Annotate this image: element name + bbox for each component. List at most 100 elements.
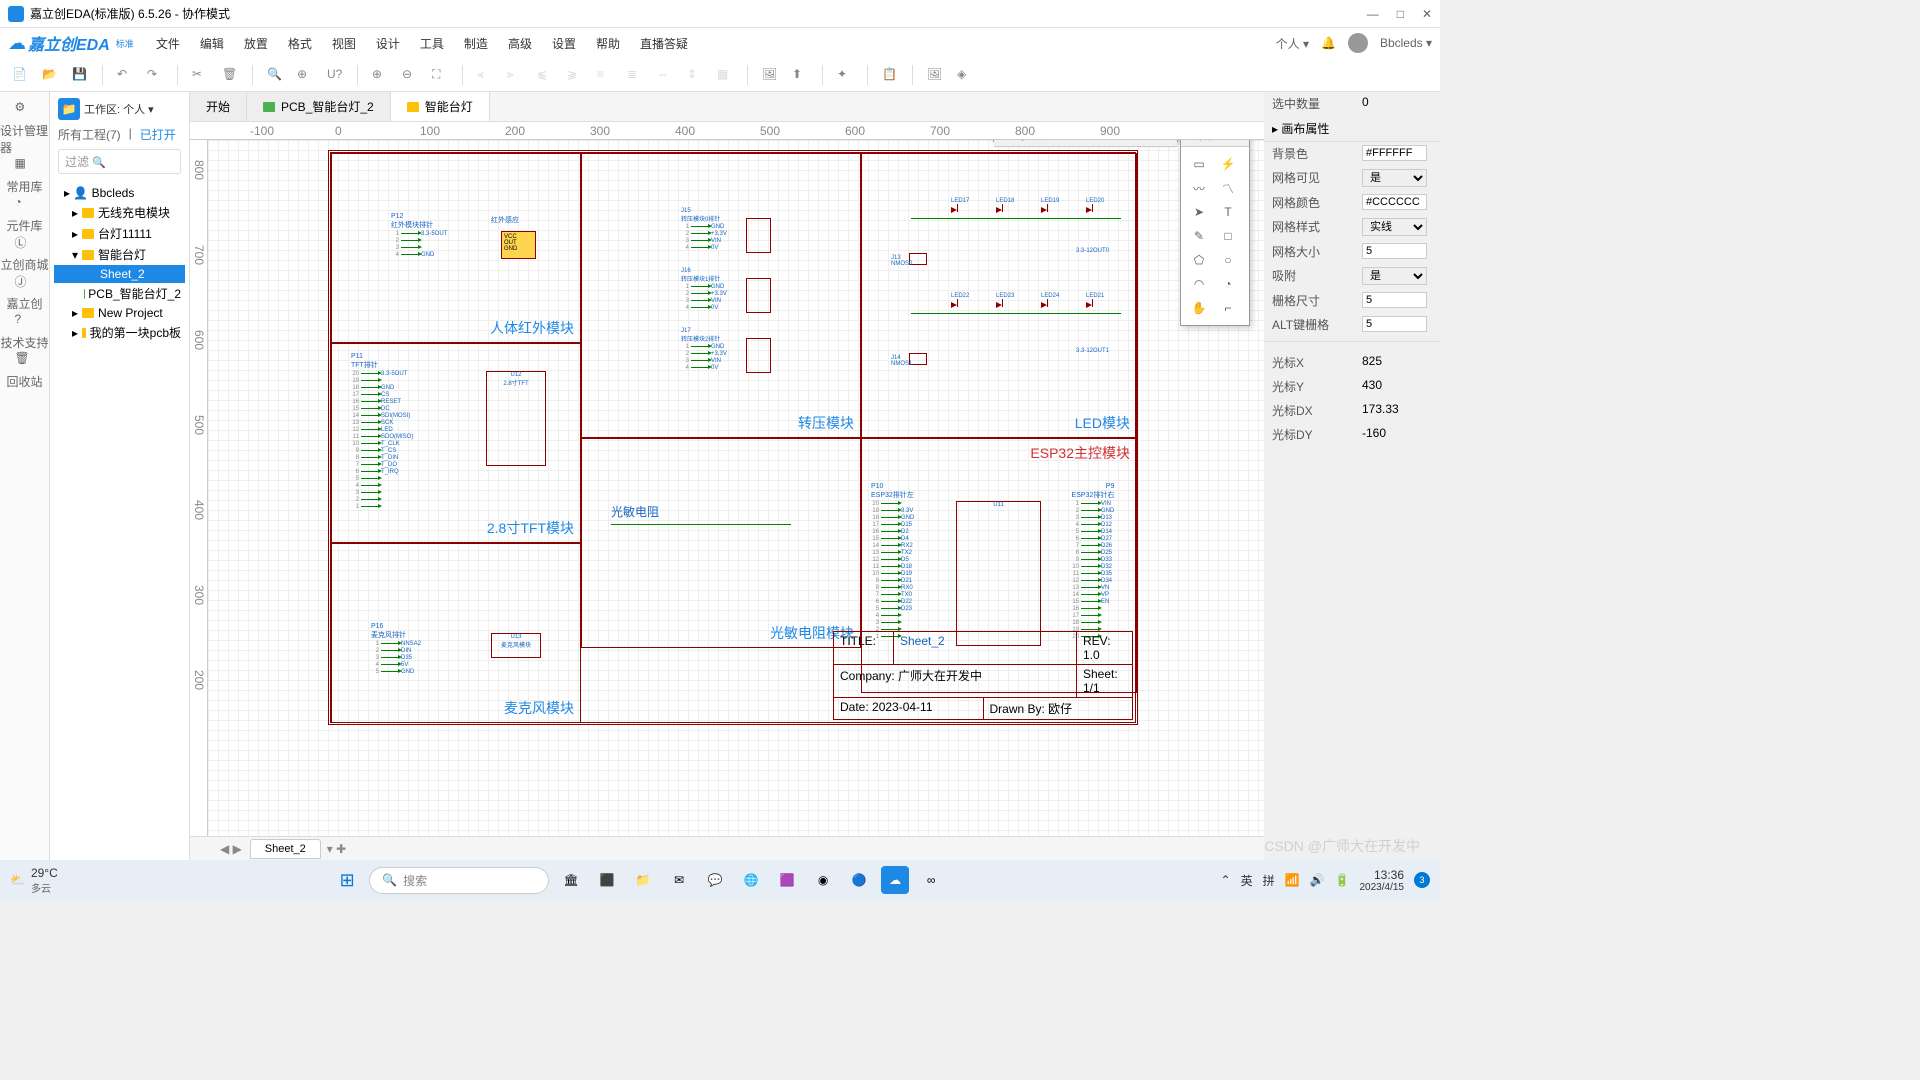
polygon-tool-icon[interactable]: ⬠ [1189,251,1209,269]
side-设计管理器[interactable]: ⚙设计管理器 [0,100,49,156]
ruler-tool-icon[interactable]: ⌐ [1218,299,1238,317]
voltage-chip-2[interactable] [746,338,771,373]
curve-tool-icon[interactable]: 〰 [1189,179,1209,197]
task-wechat[interactable]: 💬 [701,866,729,894]
fit-icon[interactable]: ⛶ [432,67,448,83]
voltage-chip-0[interactable] [746,218,771,253]
photoresistor[interactable]: 光敏电阻 [611,503,791,525]
side-技术支持[interactable]: ?技术支持 [0,312,49,351]
esp32-right-header[interactable]: P9ESP32排针右 1VIN2GND3D134D125D146D277D268… [1071,483,1114,640]
redo-icon[interactable]: ↷ [147,67,163,83]
measure-icon[interactable]: U? [327,67,343,83]
align-center-icon[interactable]: ⫸ [507,67,523,83]
zigzag-tool-icon[interactable]: 〽 [1218,179,1238,197]
circle-tool-icon[interactable]: ○ [1218,251,1238,269]
zoom-in-icon[interactable]: ⊕ [372,67,388,83]
task-dell[interactable]: ◉ [809,866,837,894]
mic-header[interactable]: P16麦克风排针 1NNSA22DIN3D3545V5GND [371,623,421,675]
menu-编辑[interactable]: 编辑 [190,31,234,56]
side-回收站[interactable]: 🗑回收站 [0,351,49,390]
side-元件库[interactable]: ◔元件库 [0,195,49,234]
weather-widget[interactable]: ⛅ 29°C多云 [10,866,58,895]
zoom-out-icon[interactable]: ⊖ [402,67,418,83]
align-left-icon[interactable]: ⫷ [477,67,493,83]
layers-icon[interactable]: ◈ [957,67,973,83]
led-LED17[interactable]: LED17 [951,198,969,204]
led-LED21[interactable]: LED21 [1086,293,1104,299]
menu-文件[interactable]: 文件 [146,31,190,56]
tray-notif-icon[interactable]: 3 [1414,872,1430,888]
tree-智能台灯[interactable]: ▾ 智能台灯 [54,244,185,265]
tree-PCB_智能台灯_2[interactable]: PCB_智能台灯_2 [54,283,185,304]
tree-New Project[interactable]: ▸ New Project [54,304,185,322]
side-嘉立创[interactable]: Ⓙ嘉立创 [0,273,49,312]
led-LED18[interactable]: LED18 [996,198,1014,204]
menu-视图[interactable]: 视图 [322,31,366,56]
task-eda[interactable]: ☁ [881,866,909,894]
esp32-chip[interactable]: U11 [956,501,1041,646]
tab-智能台灯[interactable]: 智能台灯 [391,92,490,121]
voltage-header-2[interactable]: J17转压模块2排针1GND2+3.3V3VIN40V [681,328,727,371]
cut-icon[interactable]: ✂ [192,67,208,83]
grid-align-icon[interactable]: ▦ [717,67,733,83]
menu-设计[interactable]: 设计 [366,31,410,56]
task-chrome[interactable]: 🔵 [845,866,873,894]
arrow-tool-icon[interactable]: ➤ [1189,203,1209,221]
tray-time[interactable]: 13:36 [1360,868,1405,882]
bom-icon[interactable]: 📋 [882,67,898,83]
rect-tool-icon[interactable]: ▭ [1189,155,1209,173]
opened-tab[interactable]: 已打开 [140,126,176,143]
elec-tool-panel-header[interactable]: 电气工具▭ — [993,140,1178,142]
align-mid-icon[interactable]: ≡ [597,67,613,83]
menu-工具[interactable]: 工具 [410,31,454,56]
tray-battery-icon[interactable]: 🔋 [1335,873,1350,887]
new-icon[interactable]: 📄 [12,67,28,83]
task-explorer[interactable]: 📁 [629,866,657,894]
align-bot-icon[interactable]: ≣ [627,67,643,83]
all-projects[interactable]: 所有工程(7) [58,126,121,143]
align-right-icon[interactable]: ⫹ [537,67,553,83]
sheet-tab[interactable]: Sheet_2 [250,839,321,859]
personal-menu[interactable]: 个人 ▾ [1276,35,1309,52]
tree-我的第一块pcb板[interactable]: ▸ 我的第一块pcb板 [54,322,185,343]
schematic-canvas[interactable]: 人体红外模块转压模块LED模块2.8寸TFT模块光敏电阻模块ESP32主控模块麦… [208,140,1264,836]
tray-volume-icon[interactable]: 🔊 [1310,873,1325,887]
avatar[interactable] [1348,33,1368,53]
menu-格式[interactable]: 格式 [278,31,322,56]
pen-tool-icon[interactable]: ✎ [1189,227,1209,245]
tray-chevron[interactable]: ⌃ [1221,873,1231,887]
arc-tool-icon[interactable]: ◠ [1189,275,1209,293]
mic-chip[interactable]: U13麦克风模块 [491,633,541,658]
dist-h-icon[interactable]: ⇔ [657,67,673,83]
led-LED22[interactable]: LED22 [951,293,969,299]
tft-chip[interactable]: U122.8寸TFT [486,371,546,466]
minimize-button[interactable]: — [1367,7,1379,21]
username[interactable]: Bbcleds ▾ [1380,36,1432,50]
tree-Sheet_2[interactable]: Sheet_2 [54,265,185,283]
filter-input[interactable]: 过滤 🔍 [58,149,181,174]
led-LED19[interactable]: LED19 [1041,198,1059,204]
menu-制造[interactable]: 制造 [454,31,498,56]
menu-设置[interactable]: 设置 [542,31,586,56]
tree-台灯11111[interactable]: ▸ 台灯11111 [54,223,185,244]
bell-icon[interactable]: 🔔 [1321,36,1336,50]
cross-probe-icon[interactable]: ⊕ [297,67,313,83]
led-LED20[interactable]: LED20 [1086,198,1104,204]
close-button[interactable]: ✕ [1422,7,1432,21]
export-icon[interactable]: ⬆ [792,67,808,83]
task-mail[interactable]: ✉ [665,866,693,894]
tft-header[interactable]: P11TFT排针 203.3-5OUT1918GND17CS16RESET15D… [351,353,413,510]
dist-v-icon[interactable]: ⇕ [687,67,703,83]
side-立创商城[interactable]: Ⓛ立创商城 [0,234,49,273]
esp32-left-header[interactable]: P10ESP32排针左 20193.3V18GND17D1516D215D414… [871,483,914,640]
task-app2[interactable]: ⬛ [593,866,621,894]
voltage-header-0[interactable]: J15转压模块0排针1GND2+3.3V3VIN40V [681,208,727,251]
tab-开始[interactable]: 开始 [190,92,247,121]
menu-直播答疑[interactable]: 直播答疑 [630,31,698,56]
workspace-title[interactable]: 工作区: 个人 ▾ [84,101,154,117]
tab-PCB_智能台灯_2[interactable]: PCB_智能台灯_2 [247,92,391,121]
hand-tool-icon[interactable]: ✋ [1189,299,1209,317]
align-top-icon[interactable]: ⫺ [567,67,583,83]
gallery-icon[interactable]: 🖼 [927,67,943,83]
ir-module-header[interactable]: P12红外模块排针 13.3-5OUT234GND [391,213,447,258]
